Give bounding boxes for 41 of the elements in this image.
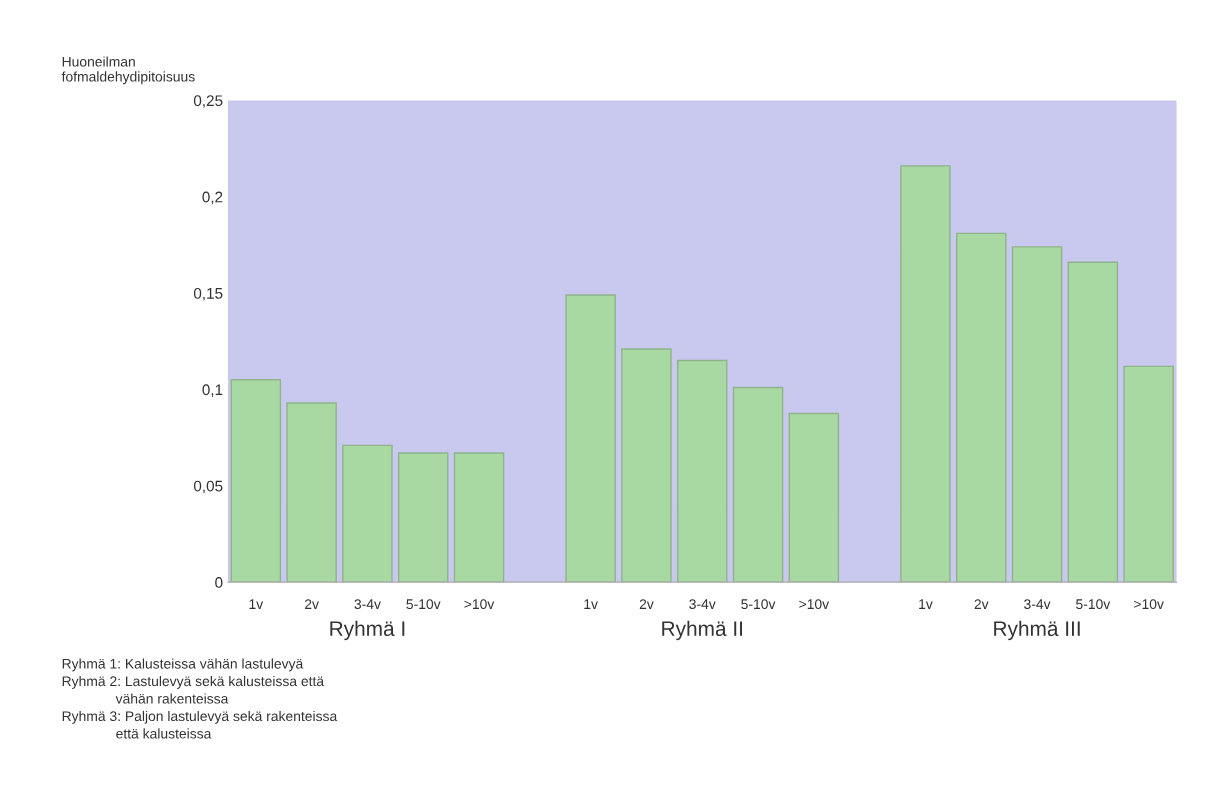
y-tick-label: 0,05 [193, 480, 223, 494]
x-tick-label: 3-4v [1024, 599, 1051, 610]
bar [1123, 365, 1174, 583]
x-tick-label: 5-10v [1076, 599, 1111, 610]
x-tick-label: >10v [464, 599, 495, 610]
bar [230, 379, 282, 583]
text: Ryhmä 1: Kalusteissa vähän lastulevyä Ryhmä 2: Lastulevyä sekä kalusteissa että vähän rakenteissa Ryhmä 3: Paljon lastulevyä sekä rakenteissa että kalusteissa [62, 658, 338, 739]
bar [565, 294, 616, 583]
bar [286, 402, 337, 583]
x-tick-label: 1v [584, 599, 598, 609]
x-tick-label: 3-4v [354, 599, 381, 610]
bar [1011, 246, 1063, 583]
x-tick-label: >10v [799, 599, 830, 610]
text: Ryhmä I [330, 620, 405, 641]
y-tick-label: 0 [215, 577, 223, 588]
x-tick-label: 2v [974, 599, 989, 609]
bar [1067, 261, 1119, 583]
x-tick-label: >10v [1134, 599, 1164, 610]
bar [621, 348, 672, 583]
x-tick-label: 3-4v [689, 599, 716, 610]
bar [900, 165, 951, 583]
x-tick-label: 5-10v [741, 599, 776, 610]
x-tick-label: 1v [919, 599, 933, 609]
x-tick-label: 2v [639, 599, 654, 609]
bar [956, 232, 1007, 583]
bar [397, 452, 449, 583]
text: Ryhmä II [662, 620, 742, 641]
bar [732, 386, 784, 583]
y-tick-label: 0,25 [193, 95, 223, 108]
bar [788, 412, 840, 583]
text: Ryhmä III [994, 620, 1080, 641]
bar [676, 359, 728, 583]
x-tick-label: 5-10v [406, 599, 441, 610]
x-tick-label: 2v [304, 599, 319, 609]
y-axis-title: Huoneilman fofmaldehydipitoisuus [61, 56, 195, 85]
bar [342, 444, 393, 583]
bar [453, 452, 505, 583]
y-tick-label: 0,1 [202, 384, 223, 397]
x-tick-label: 1v [249, 599, 264, 609]
y-tick-label: 0,2 [202, 191, 223, 205]
y-tick-label: 0,15 [193, 287, 223, 301]
